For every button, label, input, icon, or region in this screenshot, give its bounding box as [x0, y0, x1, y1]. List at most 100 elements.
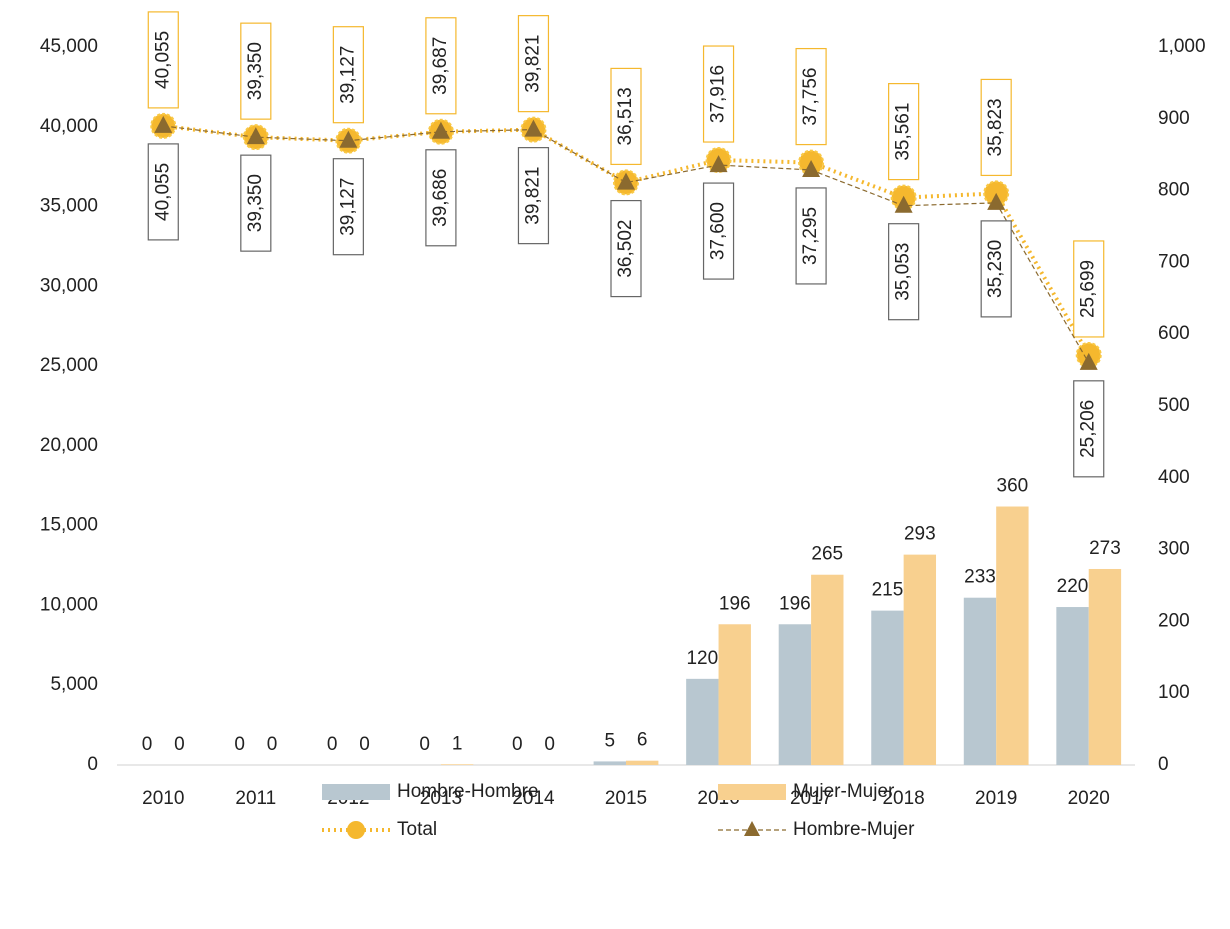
legend-label: Hombre-Mujer	[793, 819, 915, 840]
line-marker	[339, 130, 358, 148]
data-label-box	[147, 143, 179, 241]
y-tick-label: 30,000	[40, 275, 98, 296]
bar-value-label: 6	[637, 730, 648, 751]
bar-value-label: 0	[359, 734, 370, 755]
data-label-box	[1073, 380, 1105, 478]
y2-tick-label: 600	[1158, 323, 1190, 344]
data-label-box	[980, 220, 1012, 318]
data-label: 39,350	[245, 42, 266, 100]
data-label: 39,127	[337, 178, 358, 236]
data-label: 39,350	[245, 174, 266, 232]
data-label: 35,230	[985, 240, 1006, 298]
data-label-box	[332, 158, 364, 256]
data-label-box	[240, 22, 272, 120]
data-label: 35,823	[985, 98, 1006, 156]
bar-value-label: 0	[419, 734, 430, 755]
bar-value-label: 196	[779, 593, 811, 614]
bar-value-label: 0	[327, 734, 338, 755]
bar-value-label: 5	[605, 730, 616, 751]
y-tick-label: 20,000	[40, 435, 98, 456]
bar	[1056, 607, 1089, 765]
y2-tick-label: 700	[1158, 251, 1190, 272]
y-tick-label: 15,000	[40, 515, 98, 536]
data-label-box	[888, 83, 920, 181]
bar-value-label: 0	[234, 734, 245, 755]
data-label-box	[795, 187, 827, 285]
bar-value-label: 0	[267, 734, 278, 755]
data-label-box	[517, 15, 550, 113]
legend-label: Total	[397, 819, 437, 840]
line-marker	[709, 155, 728, 173]
x-tick-label: 2019	[975, 788, 1017, 809]
y-tick-label: 25,000	[40, 355, 98, 376]
bar	[871, 610, 904, 765]
data-label-box	[702, 45, 735, 143]
y-tick-label: 40,000	[40, 116, 98, 137]
data-label: 37,600	[708, 202, 729, 260]
y2-tick-label: 1,000	[1158, 36, 1206, 57]
bar-value-label: 196	[719, 593, 751, 614]
bar	[1088, 568, 1122, 765]
data-label-box	[147, 11, 179, 109]
x-tick-label: 2010	[142, 788, 184, 809]
data-label: 25,206	[1078, 400, 1099, 458]
bar-value-label: 0	[174, 734, 185, 755]
data-label: 25,699	[1078, 260, 1099, 318]
bar	[626, 760, 659, 765]
data-label-box	[240, 154, 272, 252]
data-label: 39,821	[522, 167, 543, 225]
line	[163, 125, 1090, 364]
bar-value-label: 120	[686, 648, 718, 669]
y2-tick-label: 100	[1158, 682, 1190, 703]
data-label-box	[425, 17, 457, 115]
bar-value-label: 0	[544, 734, 555, 755]
legend-marker	[347, 821, 365, 839]
data-label: 39,821	[522, 35, 543, 93]
data-label-box	[795, 47, 827, 146]
bar	[903, 554, 937, 765]
data-label-box	[610, 199, 642, 298]
data-label: 35,053	[893, 243, 914, 301]
data-label-box	[425, 149, 457, 247]
bar-value-label: 220	[1057, 576, 1089, 597]
bar-value-label: 0	[512, 734, 523, 755]
x-tick-label: 2020	[1068, 788, 1110, 809]
legend-marker	[744, 821, 760, 836]
line-marker	[987, 192, 1006, 210]
y2-tick-label: 0	[1158, 754, 1169, 775]
x-tick-label: 2013	[420, 788, 462, 809]
legend-swatch	[718, 784, 786, 800]
x-tick-label: 2014	[512, 788, 555, 809]
x-tick-label: 2018	[882, 788, 924, 809]
line-marker	[246, 127, 265, 145]
bar-value-label: 0	[142, 734, 153, 755]
x-tick-label: 2011	[235, 788, 276, 809]
y2-tick-label: 800	[1158, 180, 1190, 201]
y-tick-label: 5,000	[50, 674, 98, 695]
legend-swatch	[322, 784, 390, 800]
data-label: 37,295	[800, 207, 821, 265]
data-label-box	[332, 26, 364, 124]
bar	[593, 761, 626, 765]
bar	[778, 624, 812, 765]
bar-value-label: 273	[1089, 538, 1121, 559]
line-marker	[802, 159, 821, 177]
legend-label: Hombre-Hombre	[397, 781, 538, 802]
data-label: 37,916	[708, 65, 729, 123]
bar-value-label: 293	[904, 524, 936, 545]
bar-value-label: 233	[964, 567, 996, 588]
x-tick-label: 2015	[605, 788, 647, 809]
y-tick-label: 10,000	[40, 594, 98, 615]
line-marker	[617, 172, 635, 190]
bar	[440, 764, 474, 765]
data-label-box	[888, 223, 920, 321]
line-marker	[154, 115, 173, 133]
bar-value-label: 1	[452, 733, 463, 754]
line-marker	[524, 119, 543, 137]
data-label: 40,055	[152, 163, 173, 221]
x-tick-label: 2017	[790, 788, 832, 809]
data-label-box	[1073, 240, 1105, 338]
data-label: 39,686	[430, 169, 451, 227]
data-label: 39,687	[430, 37, 451, 95]
y-tick-label: 45,000	[40, 36, 98, 57]
